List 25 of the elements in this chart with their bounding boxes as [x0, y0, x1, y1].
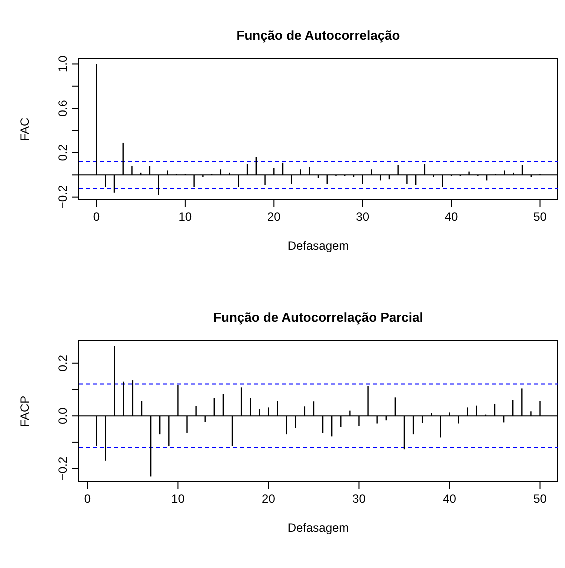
x-tick-label: 40: [444, 210, 459, 224]
y-tick-label: 1.0: [56, 56, 70, 73]
chart-title: Função de Autocorrelação: [236, 28, 400, 43]
x-tick-label: 30: [352, 492, 366, 506]
chart-title: Função de Autocorrelação Parcial: [214, 310, 424, 325]
y-axis-title: FACP: [18, 396, 32, 428]
x-tick-label: 20: [267, 210, 282, 224]
x-tick-label: 30: [356, 210, 370, 224]
x-axis-title: Defasagem: [288, 521, 350, 535]
x-tick-label: 40: [443, 492, 457, 506]
y-tick-label: 0.2: [56, 144, 70, 162]
y-tick-label: 0.0: [56, 407, 70, 424]
y-tick-label: 0.2: [56, 354, 70, 372]
x-tick-label: 10: [172, 492, 186, 506]
x-tick-label: 10: [178, 210, 192, 224]
y-tick-label: 0.6: [56, 100, 70, 117]
x-tick-label: 20: [262, 492, 276, 506]
x-tick-label: 50: [534, 210, 548, 224]
y-tick-label: −0.2: [56, 185, 70, 210]
y-axis-title: FAC: [18, 118, 32, 142]
x-tick-label: 50: [534, 492, 548, 506]
x-axis-title: Defasagem: [288, 239, 350, 253]
x-tick-label: 0: [84, 492, 92, 506]
x-tick-label: 0: [93, 210, 100, 224]
y-tick-label: −0.2: [56, 456, 70, 481]
